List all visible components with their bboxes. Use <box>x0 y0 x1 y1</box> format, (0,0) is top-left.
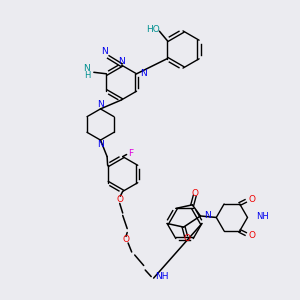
Text: O: O <box>183 234 190 243</box>
Text: O: O <box>249 195 256 204</box>
Text: NH: NH <box>155 272 168 281</box>
Text: NH: NH <box>256 212 269 221</box>
Text: O: O <box>116 195 123 204</box>
Text: O: O <box>122 236 129 244</box>
Text: N: N <box>97 140 104 149</box>
Text: F: F <box>128 148 133 158</box>
Text: N: N <box>101 47 108 56</box>
Text: HO: HO <box>146 25 160 34</box>
Text: N: N <box>118 57 125 66</box>
Text: O: O <box>192 189 199 198</box>
Text: N: N <box>84 64 90 73</box>
Text: N: N <box>97 100 104 109</box>
Text: N: N <box>205 212 212 220</box>
Text: H: H <box>84 71 90 80</box>
Text: O: O <box>249 231 256 240</box>
Text: N: N <box>140 69 147 78</box>
